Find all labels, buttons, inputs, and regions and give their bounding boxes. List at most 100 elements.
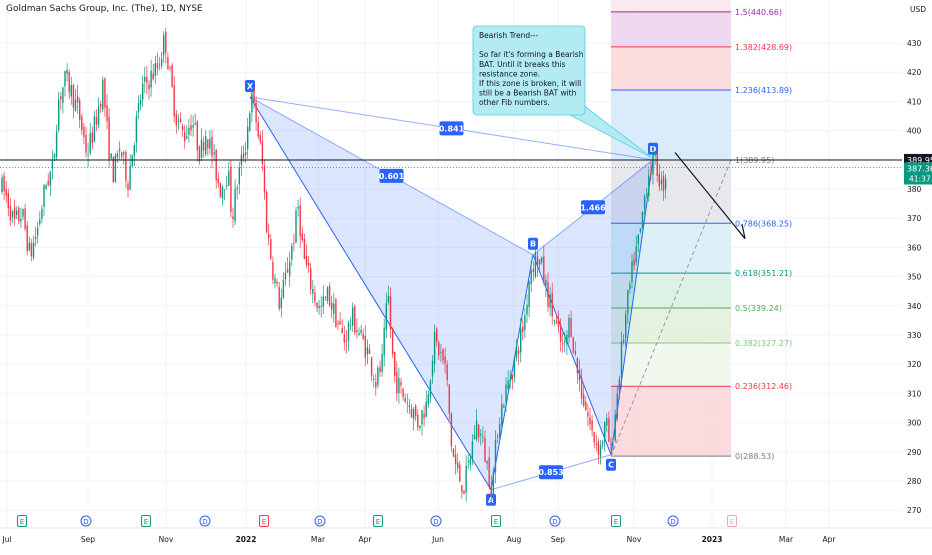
candle-body (51, 160, 54, 169)
dividend-marker[interactable] (80, 515, 92, 527)
candle-body (22, 209, 24, 217)
candle-body (251, 92, 253, 113)
callout-text-line: other Fib numbers. (479, 98, 550, 107)
candle-body (524, 315, 526, 330)
ratio-badge[interactable] (581, 200, 605, 215)
price-tick-label: 310 (907, 389, 922, 398)
earnings-marker[interactable] (373, 515, 383, 527)
candle-body (41, 209, 43, 219)
candle-body (97, 106, 100, 125)
candle-body (664, 178, 667, 189)
fib-level-label: 0.786(368.25) (735, 219, 792, 228)
pattern-point-badge[interactable] (245, 80, 255, 93)
candle-body (436, 328, 438, 342)
candle-body (318, 305, 320, 309)
candle-body (652, 152, 654, 175)
candle-body (345, 341, 348, 342)
last-price-label: 387.36 (907, 165, 932, 174)
candle-body (299, 205, 301, 237)
pattern-point-label: B (530, 240, 536, 249)
ratio-label: 0.853 (538, 468, 563, 477)
candle-body (1, 177, 3, 192)
candle-body (87, 154, 89, 156)
candle-body (66, 69, 68, 74)
candle-body (580, 377, 583, 399)
pattern-point-label: C (608, 461, 614, 470)
earnings-marker[interactable] (259, 515, 269, 527)
candle-body (192, 125, 194, 128)
candle-body (11, 211, 14, 217)
earnings-marker[interactable] (17, 515, 27, 527)
candle-body (379, 367, 381, 373)
dividend-marker[interactable] (199, 515, 211, 527)
candle-body (482, 436, 484, 438)
candle-body (9, 206, 12, 221)
candle-body (305, 255, 308, 265)
ratio-badge[interactable] (379, 168, 404, 183)
time-axis[interactable]: Jul Sep Nov 2022 Mar Apr Jun Aug Sep Nov 2023 Mar Ap… (0, 527, 932, 544)
earnings-marker[interactable] (491, 515, 501, 527)
candle-body (238, 167, 240, 185)
candle-body (179, 119, 182, 123)
candle-body (13, 207, 16, 219)
candle-body (32, 242, 35, 258)
candle-body (648, 175, 650, 196)
candle-body (459, 464, 461, 482)
pattern-triangle-bcd (533, 159, 653, 455)
fib-level-label: 0(288.53) (735, 452, 774, 461)
earnings-marker[interactable] (611, 515, 621, 527)
candle-body (265, 191, 268, 233)
candle-body (83, 126, 85, 138)
dividend-marker[interactable] (549, 515, 561, 527)
fib-level-label: 0.5(339.24) (735, 304, 782, 313)
pattern-leg[interactable] (490, 254, 534, 490)
candle-body (121, 152, 123, 157)
ratio-badge[interactable] (539, 465, 563, 480)
earnings-marker[interactable] (141, 515, 151, 527)
candle-body (549, 294, 551, 308)
chart-title: Goldman Sachs Group, Inc. (The), 1D, NYS… (6, 4, 203, 14)
callout-box[interactable] (472, 25, 586, 116)
candle-body (541, 257, 543, 262)
forecast-arrow-line[interactable] (674, 152, 746, 240)
price-axis[interactable]: USD 270 280 290 300 310 320 330 340 350 360 370 380 3… (904, 0, 932, 550)
candle-body (64, 71, 66, 87)
forecast-arrow-head (737, 223, 746, 240)
candle-body (370, 357, 373, 376)
fib-trend-line[interactable] (610, 159, 732, 457)
earnings-marker[interactable] (727, 515, 737, 527)
candle-body (219, 183, 222, 197)
candle-body (177, 121, 180, 122)
candle-body (415, 405, 417, 417)
time-tick-label: Sep (551, 535, 565, 544)
candle-body (205, 135, 207, 155)
candle-body (230, 166, 232, 213)
event-marker-label: E (376, 518, 380, 526)
candle-body (236, 187, 238, 190)
dividend-marker[interactable] (430, 515, 442, 527)
annotation-callout[interactable]: Bearish Trend--- So far it's forming a Be… (472, 25, 653, 159)
candle-body (47, 180, 49, 186)
candle-body (597, 441, 600, 455)
candle-body (150, 70, 152, 88)
dividend-marker[interactable] (314, 515, 326, 527)
candle-body (585, 401, 587, 411)
candle-body (293, 243, 295, 245)
candle-body (167, 57, 169, 70)
pattern-point-badge[interactable] (606, 458, 616, 471)
candle-body (169, 67, 171, 69)
dividend-marker[interactable] (667, 515, 679, 527)
fib-zone (611, 0, 731, 12)
fib-retracement[interactable]: 0(288.53) 0.236(312.46) 0.382(327.27) 0.5(3… (610, 0, 792, 461)
price-tick-label: 270 (907, 506, 922, 515)
candle-body (118, 149, 121, 152)
ratio-badge[interactable] (439, 121, 464, 136)
candle-body (244, 151, 247, 156)
pattern-point-badge[interactable] (528, 237, 538, 250)
candle-body (469, 459, 471, 465)
candle-body (7, 192, 9, 208)
candle-body (286, 268, 289, 273)
